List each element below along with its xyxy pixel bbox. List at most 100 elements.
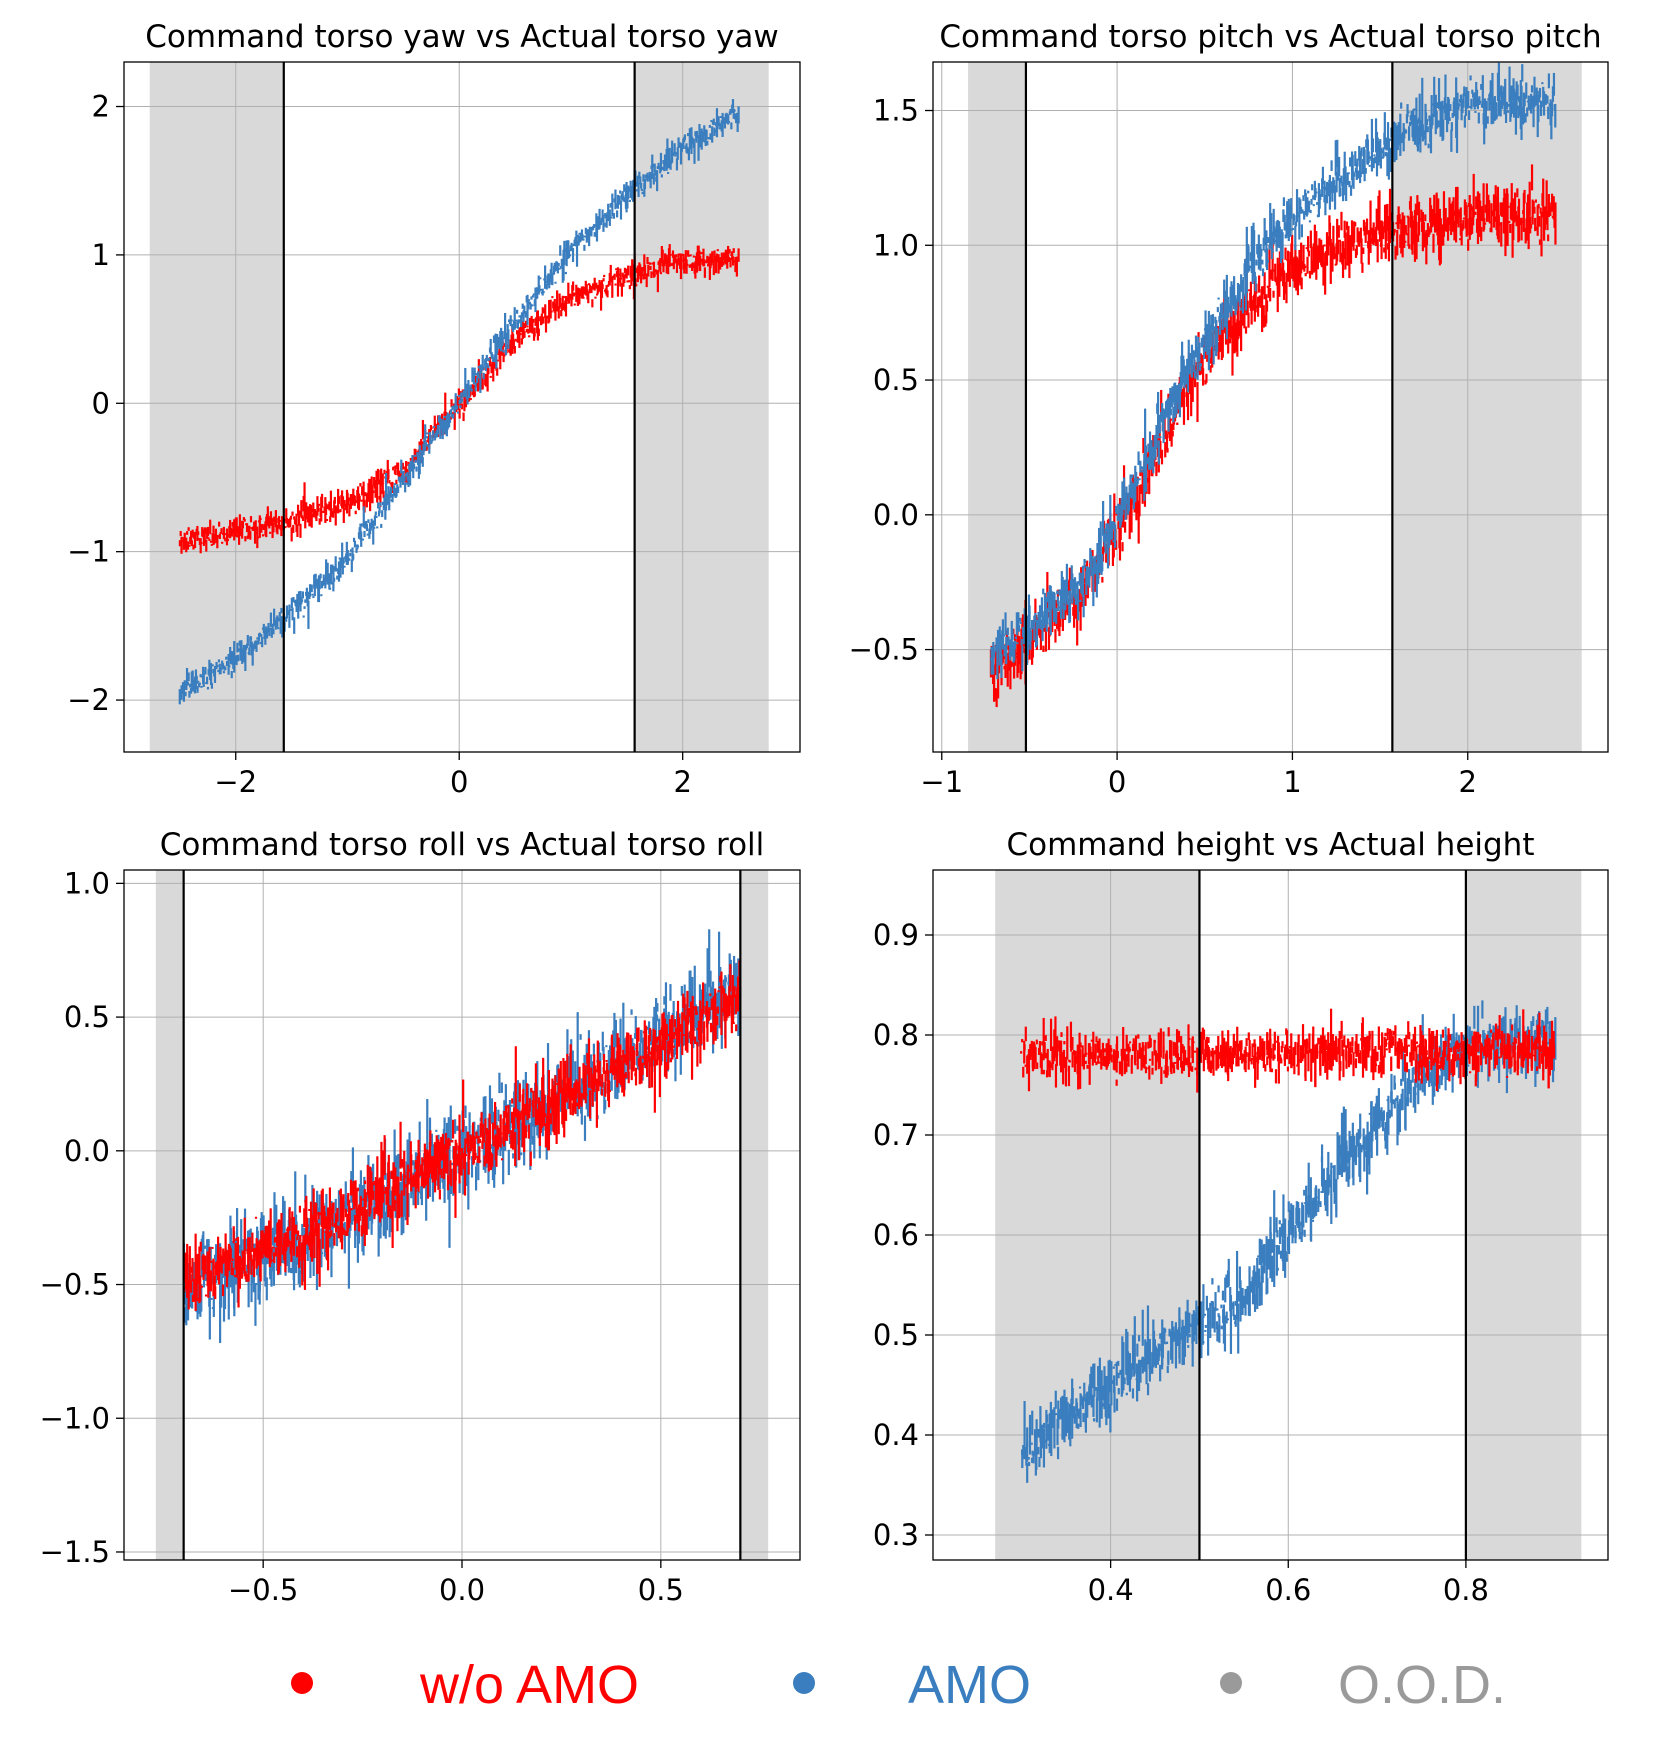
data-point bbox=[1138, 478, 1141, 481]
data-point bbox=[220, 1281, 223, 1308]
data-point bbox=[387, 1162, 390, 1218]
data-point bbox=[232, 1226, 235, 1244]
data-point bbox=[1412, 109, 1415, 142]
data-point bbox=[656, 270, 659, 293]
data-point bbox=[337, 496, 340, 504]
data-point bbox=[204, 1255, 207, 1275]
data-point bbox=[358, 495, 361, 501]
data-point bbox=[691, 262, 695, 268]
data-point bbox=[1525, 82, 1528, 99]
data-point bbox=[1205, 323, 1208, 341]
data-point bbox=[710, 120, 713, 123]
data-point bbox=[433, 415, 436, 436]
data-point bbox=[372, 490, 375, 494]
data-point bbox=[1082, 594, 1085, 618]
data-point bbox=[1053, 1407, 1056, 1449]
data-point bbox=[1476, 1005, 1480, 1037]
data-point bbox=[339, 509, 342, 512]
data-point bbox=[1027, 1457, 1030, 1460]
data-point bbox=[683, 262, 686, 274]
data-point bbox=[329, 490, 332, 517]
data-point bbox=[225, 656, 228, 660]
data-point bbox=[1393, 133, 1396, 163]
data-point bbox=[285, 508, 288, 524]
data-point bbox=[1507, 1054, 1510, 1067]
data-point bbox=[1383, 247, 1386, 253]
data-point bbox=[664, 1033, 667, 1055]
data-point bbox=[277, 617, 281, 622]
data-point bbox=[1381, 221, 1384, 230]
data-point bbox=[413, 1180, 416, 1183]
data-point bbox=[231, 1267, 235, 1276]
data-point bbox=[256, 640, 260, 645]
data-point bbox=[556, 262, 559, 272]
data-point bbox=[1151, 1352, 1154, 1374]
data-point bbox=[462, 1152, 465, 1195]
data-point bbox=[1468, 105, 1471, 108]
data-point bbox=[1162, 408, 1165, 444]
data-point bbox=[1199, 363, 1202, 367]
data-point bbox=[477, 366, 480, 369]
data-point bbox=[1552, 196, 1555, 220]
data-point bbox=[1484, 204, 1487, 213]
data-point bbox=[695, 131, 698, 143]
data-point bbox=[1452, 197, 1455, 225]
data-point bbox=[248, 525, 251, 534]
data-point bbox=[1209, 365, 1212, 373]
data-point bbox=[678, 253, 681, 256]
data-point bbox=[687, 1008, 690, 1025]
data-point bbox=[510, 1130, 513, 1149]
data-point bbox=[542, 1057, 545, 1121]
data-point bbox=[249, 636, 253, 641]
data-point bbox=[356, 1213, 359, 1237]
data-point bbox=[1201, 354, 1204, 373]
data-point bbox=[598, 1060, 601, 1080]
data-point bbox=[1096, 1387, 1099, 1401]
data-point bbox=[662, 265, 665, 273]
data-point bbox=[581, 286, 584, 298]
data-point bbox=[683, 134, 687, 140]
data-point bbox=[493, 1101, 497, 1130]
data-point bbox=[221, 1284, 225, 1297]
data-point bbox=[1282, 1194, 1285, 1238]
data-point bbox=[1320, 239, 1323, 266]
data-point bbox=[1516, 188, 1519, 198]
data-point bbox=[1472, 173, 1475, 218]
data-point bbox=[692, 1006, 696, 1010]
data-point bbox=[461, 1148, 464, 1160]
data-point bbox=[284, 526, 287, 529]
data-point bbox=[554, 304, 557, 321]
data-point bbox=[1277, 1245, 1280, 1255]
data-point bbox=[365, 523, 369, 532]
data-point bbox=[1054, 629, 1057, 643]
data-point bbox=[1414, 1078, 1417, 1113]
data-point bbox=[522, 1079, 525, 1098]
data-point bbox=[305, 1217, 309, 1243]
data-point bbox=[1554, 202, 1557, 245]
data-point bbox=[1367, 230, 1370, 265]
data-point bbox=[1404, 240, 1407, 243]
data-point bbox=[359, 483, 362, 487]
data-point bbox=[572, 281, 575, 291]
data-point bbox=[1271, 1255, 1274, 1282]
data-point bbox=[622, 1049, 625, 1083]
data-point bbox=[1263, 218, 1266, 246]
data-point bbox=[185, 681, 188, 691]
data-point bbox=[383, 1135, 386, 1176]
data-point bbox=[599, 286, 603, 311]
data-point bbox=[520, 1152, 523, 1156]
data-point bbox=[335, 567, 338, 572]
data-point bbox=[723, 119, 727, 129]
data-point bbox=[354, 1180, 357, 1206]
data-point bbox=[182, 684, 186, 702]
data-point bbox=[1239, 1287, 1242, 1308]
data-point bbox=[1241, 307, 1244, 326]
data-point bbox=[343, 499, 346, 507]
data-point bbox=[1235, 1250, 1239, 1320]
data-point bbox=[517, 1110, 520, 1161]
data-point bbox=[1353, 1135, 1356, 1158]
data-point bbox=[200, 685, 203, 688]
data-point bbox=[510, 1104, 513, 1107]
data-point bbox=[1283, 282, 1286, 294]
data-point bbox=[1327, 240, 1330, 256]
